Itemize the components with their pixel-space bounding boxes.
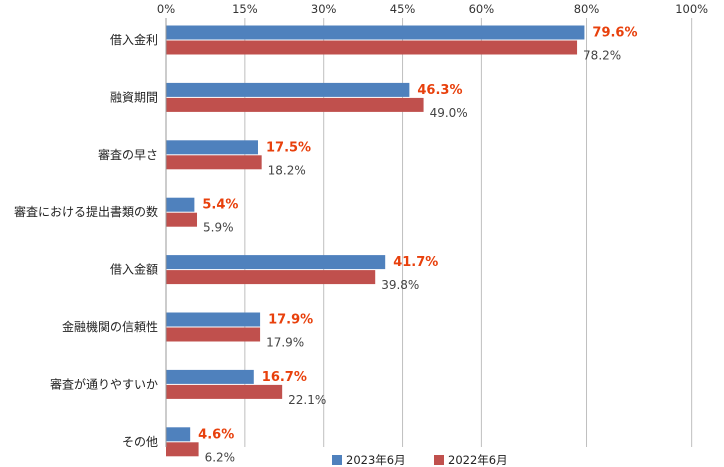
x-tick-label: 100%	[675, 2, 708, 16]
category-label: 審査における提出書類の数	[14, 204, 158, 219]
data-label-2023: 5.4%	[202, 198, 238, 213]
x-tick-label: 0%	[157, 2, 175, 16]
bar-2022	[166, 155, 262, 170]
bar-2023	[166, 369, 254, 384]
legend-label: 2023年6月	[346, 453, 406, 467]
category-label: その他	[122, 435, 158, 449]
bar-2022	[166, 97, 424, 112]
bar-2023	[166, 312, 261, 327]
bar-2023	[166, 25, 585, 40]
category-label: 審査の早さ	[98, 147, 158, 162]
data-label-2023: 4.6%	[198, 427, 234, 442]
bar-2023	[166, 82, 410, 97]
bar-2022	[166, 327, 261, 342]
legend-swatch	[332, 455, 342, 465]
bar-2022	[166, 212, 198, 227]
bar-2022	[166, 270, 376, 285]
data-label-2023: 17.9%	[268, 313, 313, 328]
legend-label: 2022年6月	[448, 453, 508, 467]
data-label-2022: 18.2%	[268, 163, 306, 177]
category-label: 借入金利	[110, 32, 158, 47]
data-label-2023: 17.5%	[266, 140, 311, 155]
data-label-2022: 6.2%	[205, 450, 236, 464]
x-tick-label: 30%	[311, 2, 337, 16]
bar-2023	[166, 255, 386, 270]
data-label-2023: 79.6%	[592, 26, 637, 41]
category-labels: 借入金利融資期間審査の早さ審査における提出書類の数借入金額金融機関の信頼性審査が…	[14, 32, 158, 449]
data-label-2022: 22.1%	[288, 393, 326, 407]
data-labels: 79.6% 78.2% 46.3% 49.0% 17.5% 18.2% 5.4% 5.9% 41…	[198, 26, 637, 465]
data-label-2023: 16.7%	[262, 370, 307, 385]
x-tick-label: 60%	[469, 2, 495, 16]
x-axis-ticks: 0% 15% 30% 45% 60% 80% 100%	[157, 2, 708, 16]
x-tick-label: 80%	[574, 2, 600, 16]
legend-swatch	[434, 455, 444, 465]
data-label-2022: 78.2%	[583, 49, 621, 63]
bar-2022	[166, 442, 199, 457]
bar-2023	[166, 140, 258, 155]
bar-2022	[166, 384, 283, 399]
bar-2022	[166, 40, 578, 55]
data-label-2022: 39.8%	[381, 278, 419, 292]
data-label-2023: 46.3%	[417, 83, 462, 98]
bars	[166, 25, 585, 457]
data-label-2022: 17.9%	[266, 336, 304, 350]
x-tick-label: 15%	[232, 2, 258, 16]
legend: 2023年6月 2022年6月	[332, 453, 508, 467]
bar-2023	[166, 197, 195, 212]
category-label: 融資期間	[110, 90, 158, 104]
category-label: 金融機関の信頼性	[62, 319, 158, 334]
data-label-2022: 5.9%	[203, 221, 234, 235]
data-label-2022: 49.0%	[430, 106, 468, 120]
x-tick-label: 45%	[390, 2, 416, 16]
category-label: 審査が通りやすいか	[50, 376, 158, 391]
bar-2023	[166, 427, 191, 442]
data-label-2023: 41.7%	[393, 255, 438, 270]
category-label: 借入金額	[110, 262, 158, 277]
